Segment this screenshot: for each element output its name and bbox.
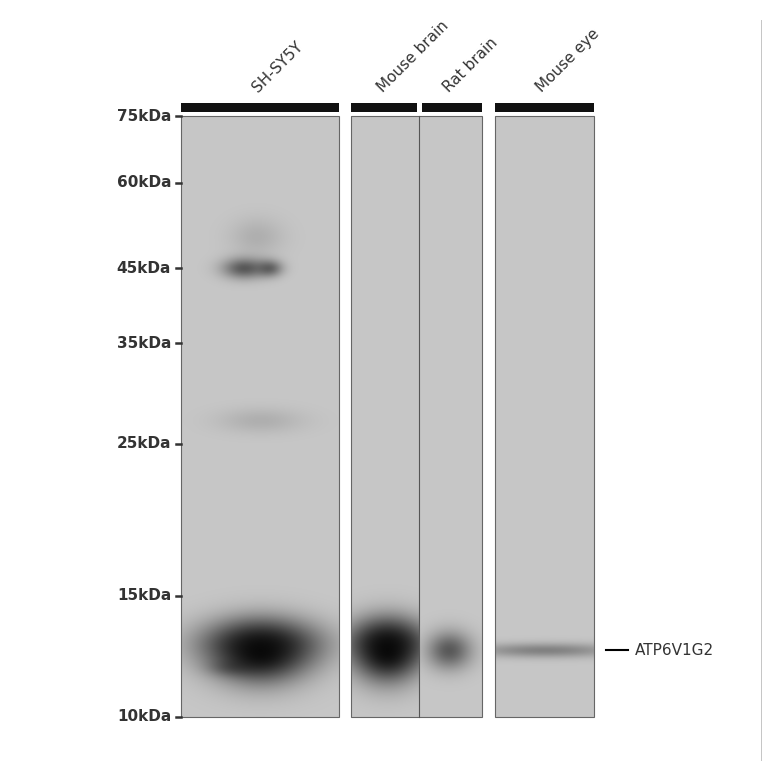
Bar	[351, 103, 417, 112]
Text: 10kDa: 10kDa	[117, 709, 171, 724]
Text: 25kDa: 25kDa	[117, 436, 171, 451]
Text: Mouse brain: Mouse brain	[374, 18, 452, 96]
Text: SH-SY5Y: SH-SY5Y	[249, 39, 306, 96]
Text: 35kDa: 35kDa	[117, 336, 171, 351]
Text: ATP6V1G2: ATP6V1G2	[635, 643, 714, 658]
Bar	[3, 717, 761, 761]
Text: Mouse eye: Mouse eye	[534, 27, 603, 96]
Text: 60kDa: 60kDa	[117, 175, 171, 190]
Bar	[351, 116, 483, 717]
Bar	[351, 116, 483, 717]
Bar	[494, 103, 594, 112]
Text: 75kDa: 75kDa	[117, 108, 171, 124]
Bar	[494, 103, 594, 112]
Bar	[483, 20, 494, 761]
Text: 15kDa: 15kDa	[117, 588, 171, 604]
Bar	[181, 116, 339, 717]
Bar	[594, 20, 761, 761]
Bar	[351, 103, 417, 112]
Bar	[422, 103, 483, 112]
Bar	[181, 116, 339, 717]
Text: 45kDa: 45kDa	[117, 261, 171, 276]
Bar	[494, 116, 594, 717]
Bar	[3, 20, 181, 761]
Bar	[422, 103, 483, 112]
Bar	[3, 20, 761, 116]
Bar	[339, 20, 351, 761]
Bar	[494, 116, 594, 717]
Text: Rat brain: Rat brain	[440, 35, 500, 96]
Bar	[181, 103, 339, 112]
Bar	[181, 103, 339, 112]
